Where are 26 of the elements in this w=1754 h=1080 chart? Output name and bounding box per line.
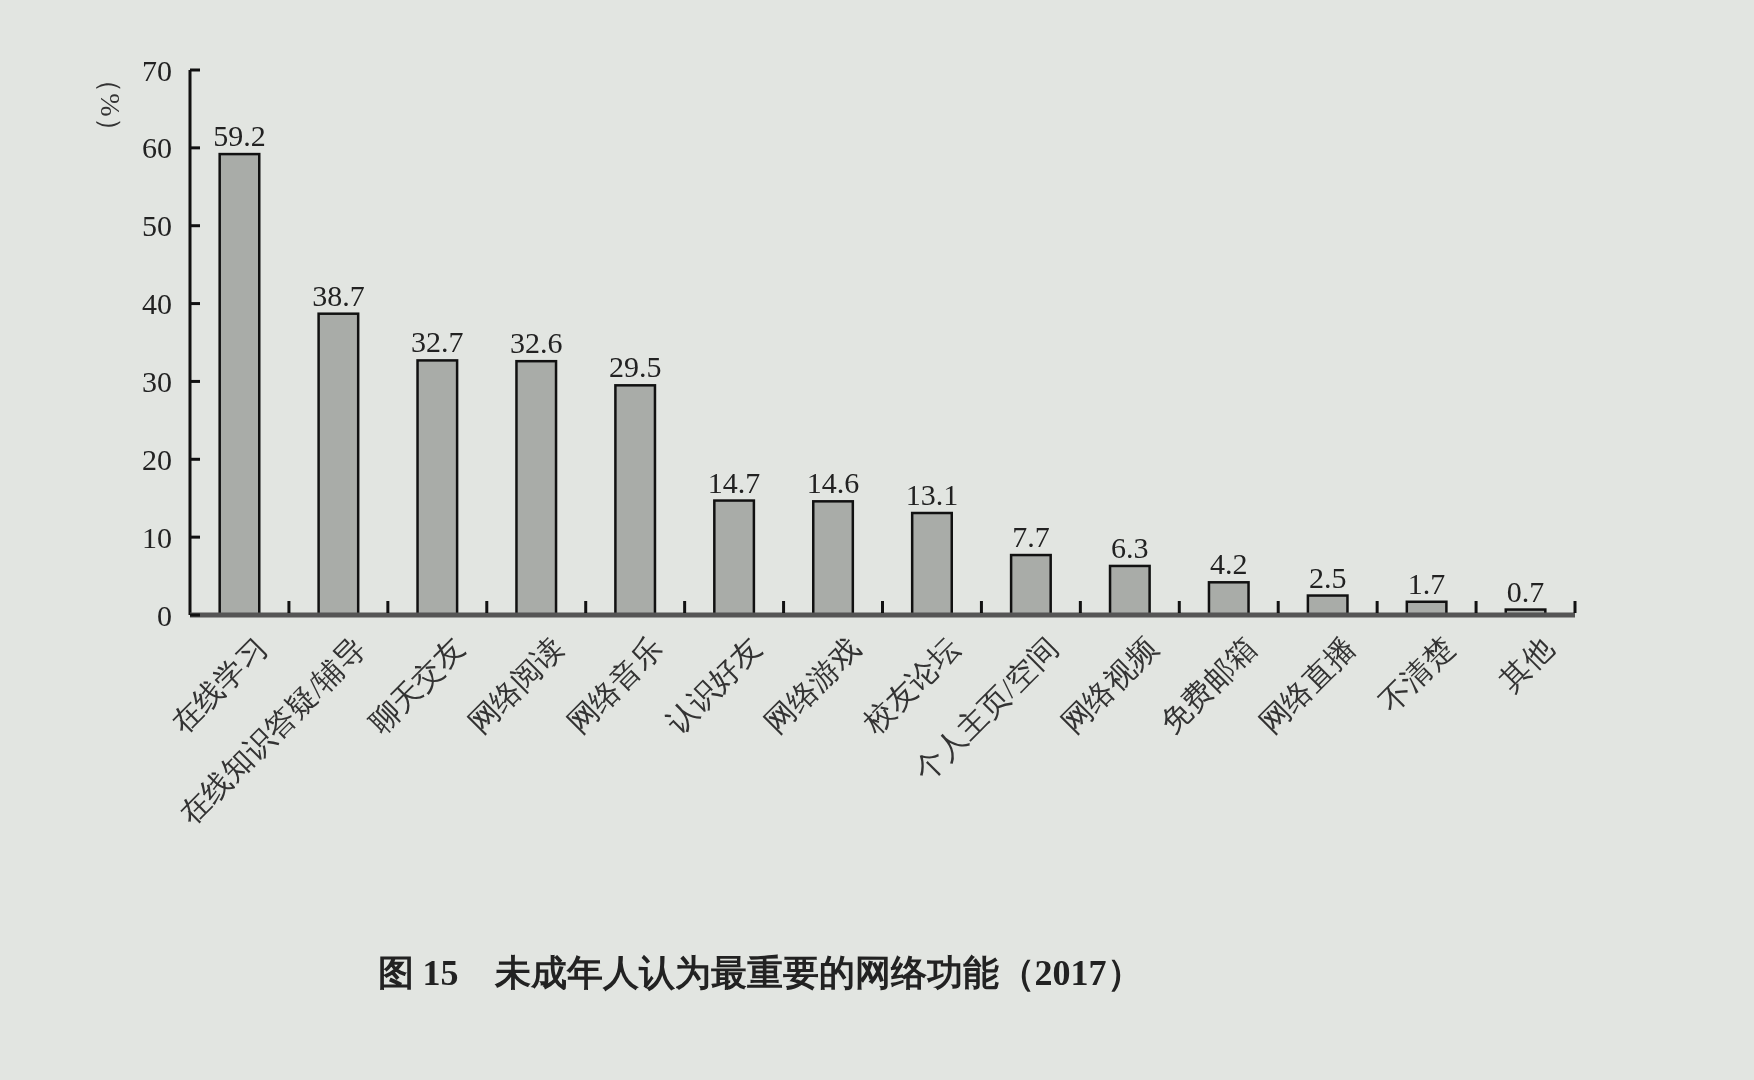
- data-label: 0.7: [1506, 574, 1545, 608]
- title: 图 15 未成年人认为最重要的网络功能（2017）: [377, 953, 1143, 993]
- data-label: 32.7: [411, 325, 464, 359]
- x-tick-label: 其他: [1493, 631, 1560, 697]
- y-tick-label: 40: [142, 287, 172, 321]
- y-tick-label: 20: [142, 442, 172, 476]
- data-label: 2.5: [1308, 560, 1347, 594]
- y-tick-label: 60: [142, 131, 172, 165]
- data-label: 1.7: [1407, 566, 1446, 600]
- data-label: 13.1: [905, 478, 959, 511]
- x-tick-label: 不清楚: [1373, 631, 1461, 719]
- data-label: 14.7: [707, 465, 761, 499]
- y-tick-label: 10: [142, 520, 172, 554]
- y-tick-label: 0: [157, 598, 172, 632]
- y-tick-label: 50: [142, 209, 172, 243]
- data-label: 38.7: [312, 278, 365, 312]
- data-label: 14.6: [806, 466, 860, 500]
- data-label: 4.2: [1210, 547, 1248, 581]
- data-label: 32.6: [510, 326, 563, 360]
- y-tick-label: 70: [142, 53, 172, 87]
- data-label: 59.2: [213, 119, 266, 153]
- data-label: 6.3: [1111, 530, 1149, 564]
- data-label: 7.7: [1012, 520, 1050, 554]
- data-label: 29.5: [608, 350, 662, 384]
- y-tick-label: 30: [142, 364, 172, 398]
- y-axis-title: （%）: [94, 65, 126, 145]
